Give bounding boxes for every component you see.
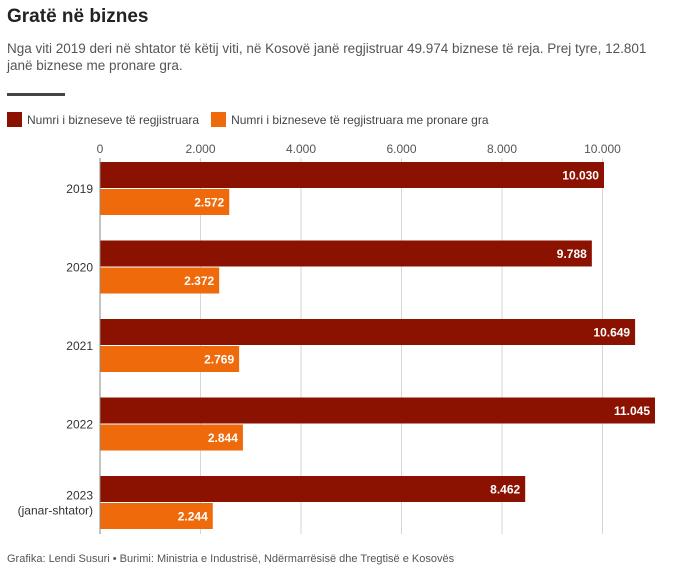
bar-series2 <box>100 267 220 294</box>
legend-item-series1: Numri i bizneseve të regjistruara <box>7 112 199 127</box>
category-label: (janar-shtator) <box>18 504 93 518</box>
legend-swatch-series2 <box>211 112 227 127</box>
chart-title: Gratë në biznes <box>7 6 149 27</box>
legend-label-series2: Numri i bizneseve të regjistruara me pro… <box>231 112 489 127</box>
bar-series2 <box>100 503 213 529</box>
category-label: 2022 <box>66 418 93 432</box>
category-label: 2023 <box>66 489 93 503</box>
source-note: Grafika: Lendi Susuri • Burimi: Ministri… <box>7 553 455 565</box>
data-label: 10.030 <box>562 169 599 183</box>
bar-series1 <box>100 319 636 345</box>
legend: Numri i bizneseve të regjistruara Numri … <box>7 112 501 127</box>
x-tick-label: 6.000 <box>386 142 416 156</box>
bar-series1 <box>100 162 604 188</box>
chart-subtitle: Nga viti 2019 deri në shtator të këtij v… <box>7 41 647 73</box>
data-label: 2.372 <box>184 274 214 288</box>
data-label: 2.844 <box>208 431 238 445</box>
x-tick-label: 0 <box>97 142 104 156</box>
legend-swatch-series1 <box>7 112 22 127</box>
bar-series2 <box>100 189 230 215</box>
data-label: 11.045 <box>614 404 650 418</box>
bar-series2 <box>100 346 240 372</box>
category-label: 2021 <box>66 339 93 353</box>
divider <box>7 93 65 96</box>
data-label: 10.649 <box>593 326 630 340</box>
data-label: 2.572 <box>194 196 224 210</box>
bar-series1 <box>100 476 526 502</box>
data-label: 2.244 <box>178 510 208 524</box>
x-tick-label: 4.000 <box>286 142 316 156</box>
x-tick-label: 8.000 <box>487 142 517 156</box>
bar-series2 <box>100 424 243 451</box>
category-label: 2020 <box>66 261 93 275</box>
data-label: 8.462 <box>490 483 520 497</box>
legend-item-series2: Numri i bizneseve të regjistruara me pro… <box>211 112 489 127</box>
category-label: 2019 <box>66 182 93 196</box>
data-label: 9.788 <box>557 247 587 261</box>
data-label: 2.769 <box>204 353 234 367</box>
x-tick-label: 10.000 <box>584 142 621 156</box>
bar-series1 <box>100 397 655 424</box>
x-tick-label: 2.000 <box>185 142 215 156</box>
bar-series1 <box>100 240 592 267</box>
legend-label-series1: Numri i bizneseve të regjistruara <box>27 112 200 127</box>
